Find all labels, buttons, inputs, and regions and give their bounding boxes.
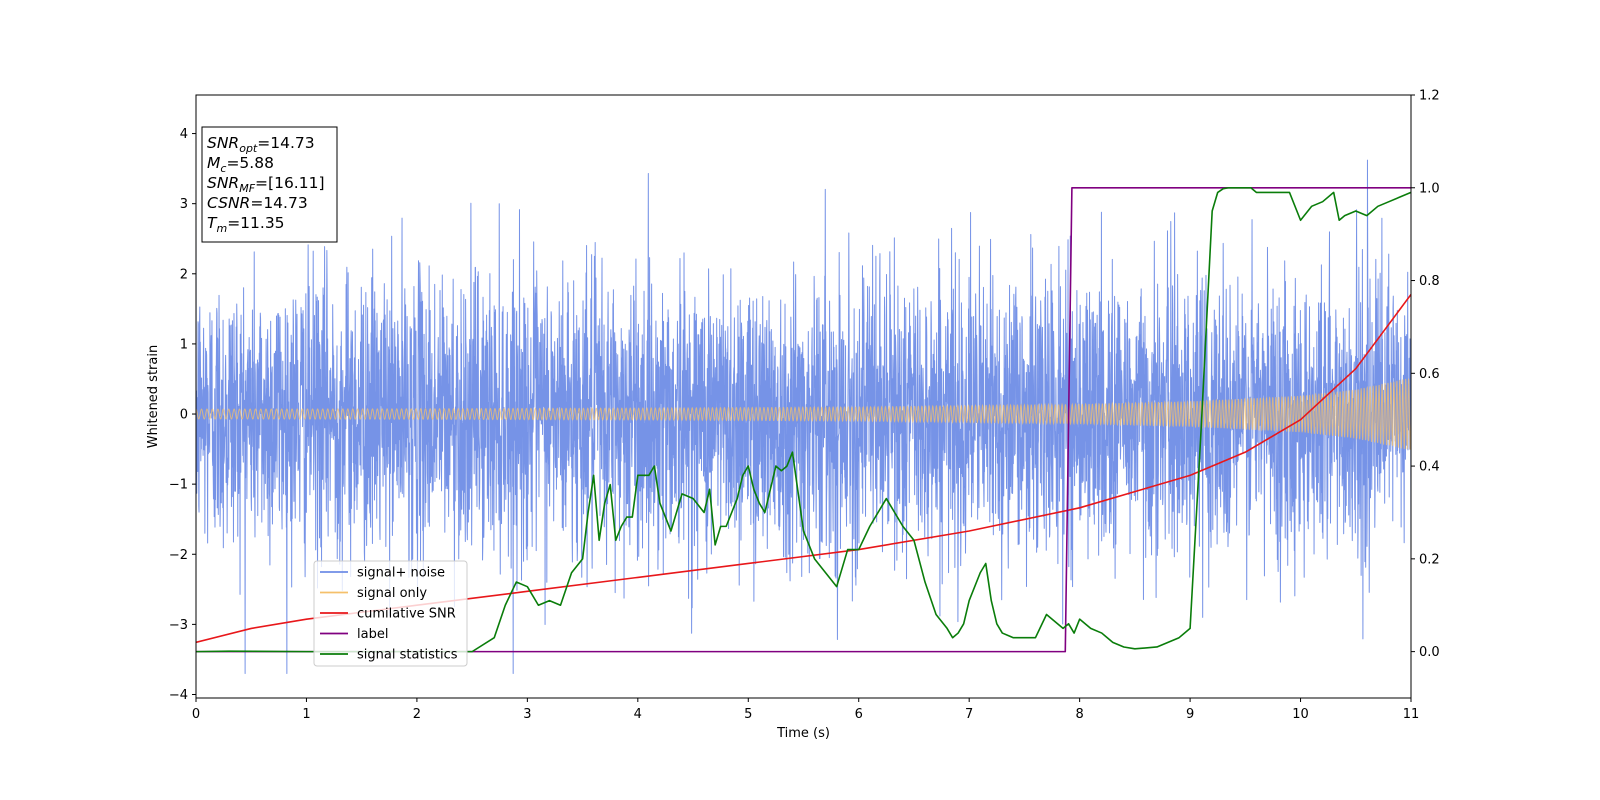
- y-tick-label: −4: [169, 688, 188, 703]
- info-line: SNRMF=[16.11]: [207, 174, 325, 195]
- x-axis: 0 1 2 3 4 5 6 7 8 9 10 11: [192, 698, 1419, 722]
- y2-tick-label: 0.0: [1419, 645, 1440, 660]
- y-tick-label: −1: [169, 478, 188, 493]
- legend-label: label: [357, 627, 388, 642]
- y2-tick-label: 0.6: [1419, 367, 1440, 382]
- axes-frame: [195, 94, 1412, 699]
- legend-label: signal+ noise: [357, 566, 445, 581]
- info-symbol: CSNR: [207, 194, 250, 212]
- y2-tick-label: 0.8: [1419, 274, 1440, 289]
- y-axis-label: Whitened strain: [146, 345, 161, 448]
- y-tick-label: 2: [180, 267, 188, 282]
- info-line: Tm=11.35: [207, 214, 285, 235]
- y-tick-label: 0: [180, 408, 188, 423]
- x-axis-label: Time (s): [776, 726, 830, 741]
- signal-only-line: [196, 378, 1411, 450]
- info-symbol: SNR: [207, 174, 239, 192]
- legend-frame: [313, 560, 468, 667]
- y2-tick-label: 0.4: [1419, 460, 1440, 475]
- legend-label: signal only: [357, 586, 427, 601]
- info-line: SNRopt=14.73: [207, 134, 315, 155]
- info-value: =11.35: [227, 214, 284, 232]
- x-tick-label: 6: [855, 707, 863, 722]
- x-tick-label: 11: [1403, 707, 1420, 722]
- x-tick-label: 2: [413, 707, 421, 722]
- x-tick-label: 3: [523, 707, 531, 722]
- right-y-axis: 0.0 0.2 0.4 0.6 0.8 1.0 1.2: [1411, 89, 1440, 660]
- y-tick-label: 3: [180, 197, 188, 212]
- info-line: CSNR=14.73: [207, 194, 308, 212]
- y-tick-label: 4: [180, 127, 188, 142]
- info-line: Mc=5.88: [207, 154, 274, 175]
- y-tick-label: 1: [180, 337, 188, 352]
- x-tick-label: 0: [192, 707, 200, 722]
- info-value: =5.88: [226, 154, 274, 172]
- info-subscript: m: [216, 222, 227, 235]
- info-value: =14.73: [250, 194, 307, 212]
- y2-tick-label: 0.2: [1419, 552, 1440, 567]
- x-tick-label: 1: [302, 707, 310, 722]
- info-subscript: c: [220, 162, 226, 175]
- x-tick-label: 4: [634, 707, 642, 722]
- info-box-frame: [201, 126, 338, 243]
- y2-tick-label: 1.0: [1419, 181, 1440, 196]
- signal-noise-line: [196, 159, 1411, 674]
- legend-label: signal statistics: [357, 648, 458, 663]
- x-tick-label: 10: [1292, 707, 1309, 722]
- info-value: =[16.11]: [255, 174, 324, 192]
- y-tick-label: −3: [169, 618, 188, 633]
- info-symbol: T: [207, 214, 218, 232]
- info-box: SNRopt=14.73Mc=5.88SNRMF=[16.11]CSNR=14.…: [201, 126, 338, 243]
- y-tick-label: −2: [169, 548, 188, 563]
- y2-tick-label: 1.2: [1419, 89, 1440, 104]
- signal-statistics-line: [196, 186, 1411, 653]
- info-subscript: opt: [239, 142, 258, 155]
- info-symbol: SNR: [207, 134, 239, 152]
- legend-label: cumilative SNR: [357, 607, 456, 622]
- info-symbol: M: [207, 154, 220, 172]
- x-tick-label: 8: [1075, 707, 1083, 722]
- info-subscript: MF: [239, 182, 255, 195]
- x-tick-label: 9: [1186, 707, 1194, 722]
- legend: signal+ noise signal only cumilative SNR la…: [313, 560, 468, 667]
- x-tick-label: 7: [965, 707, 973, 722]
- x-tick-label: 5: [744, 707, 752, 722]
- info-value: =14.73: [257, 134, 314, 152]
- left-y-axis: −4 −3 −2 −1 0 1 2 3 4: [169, 127, 196, 703]
